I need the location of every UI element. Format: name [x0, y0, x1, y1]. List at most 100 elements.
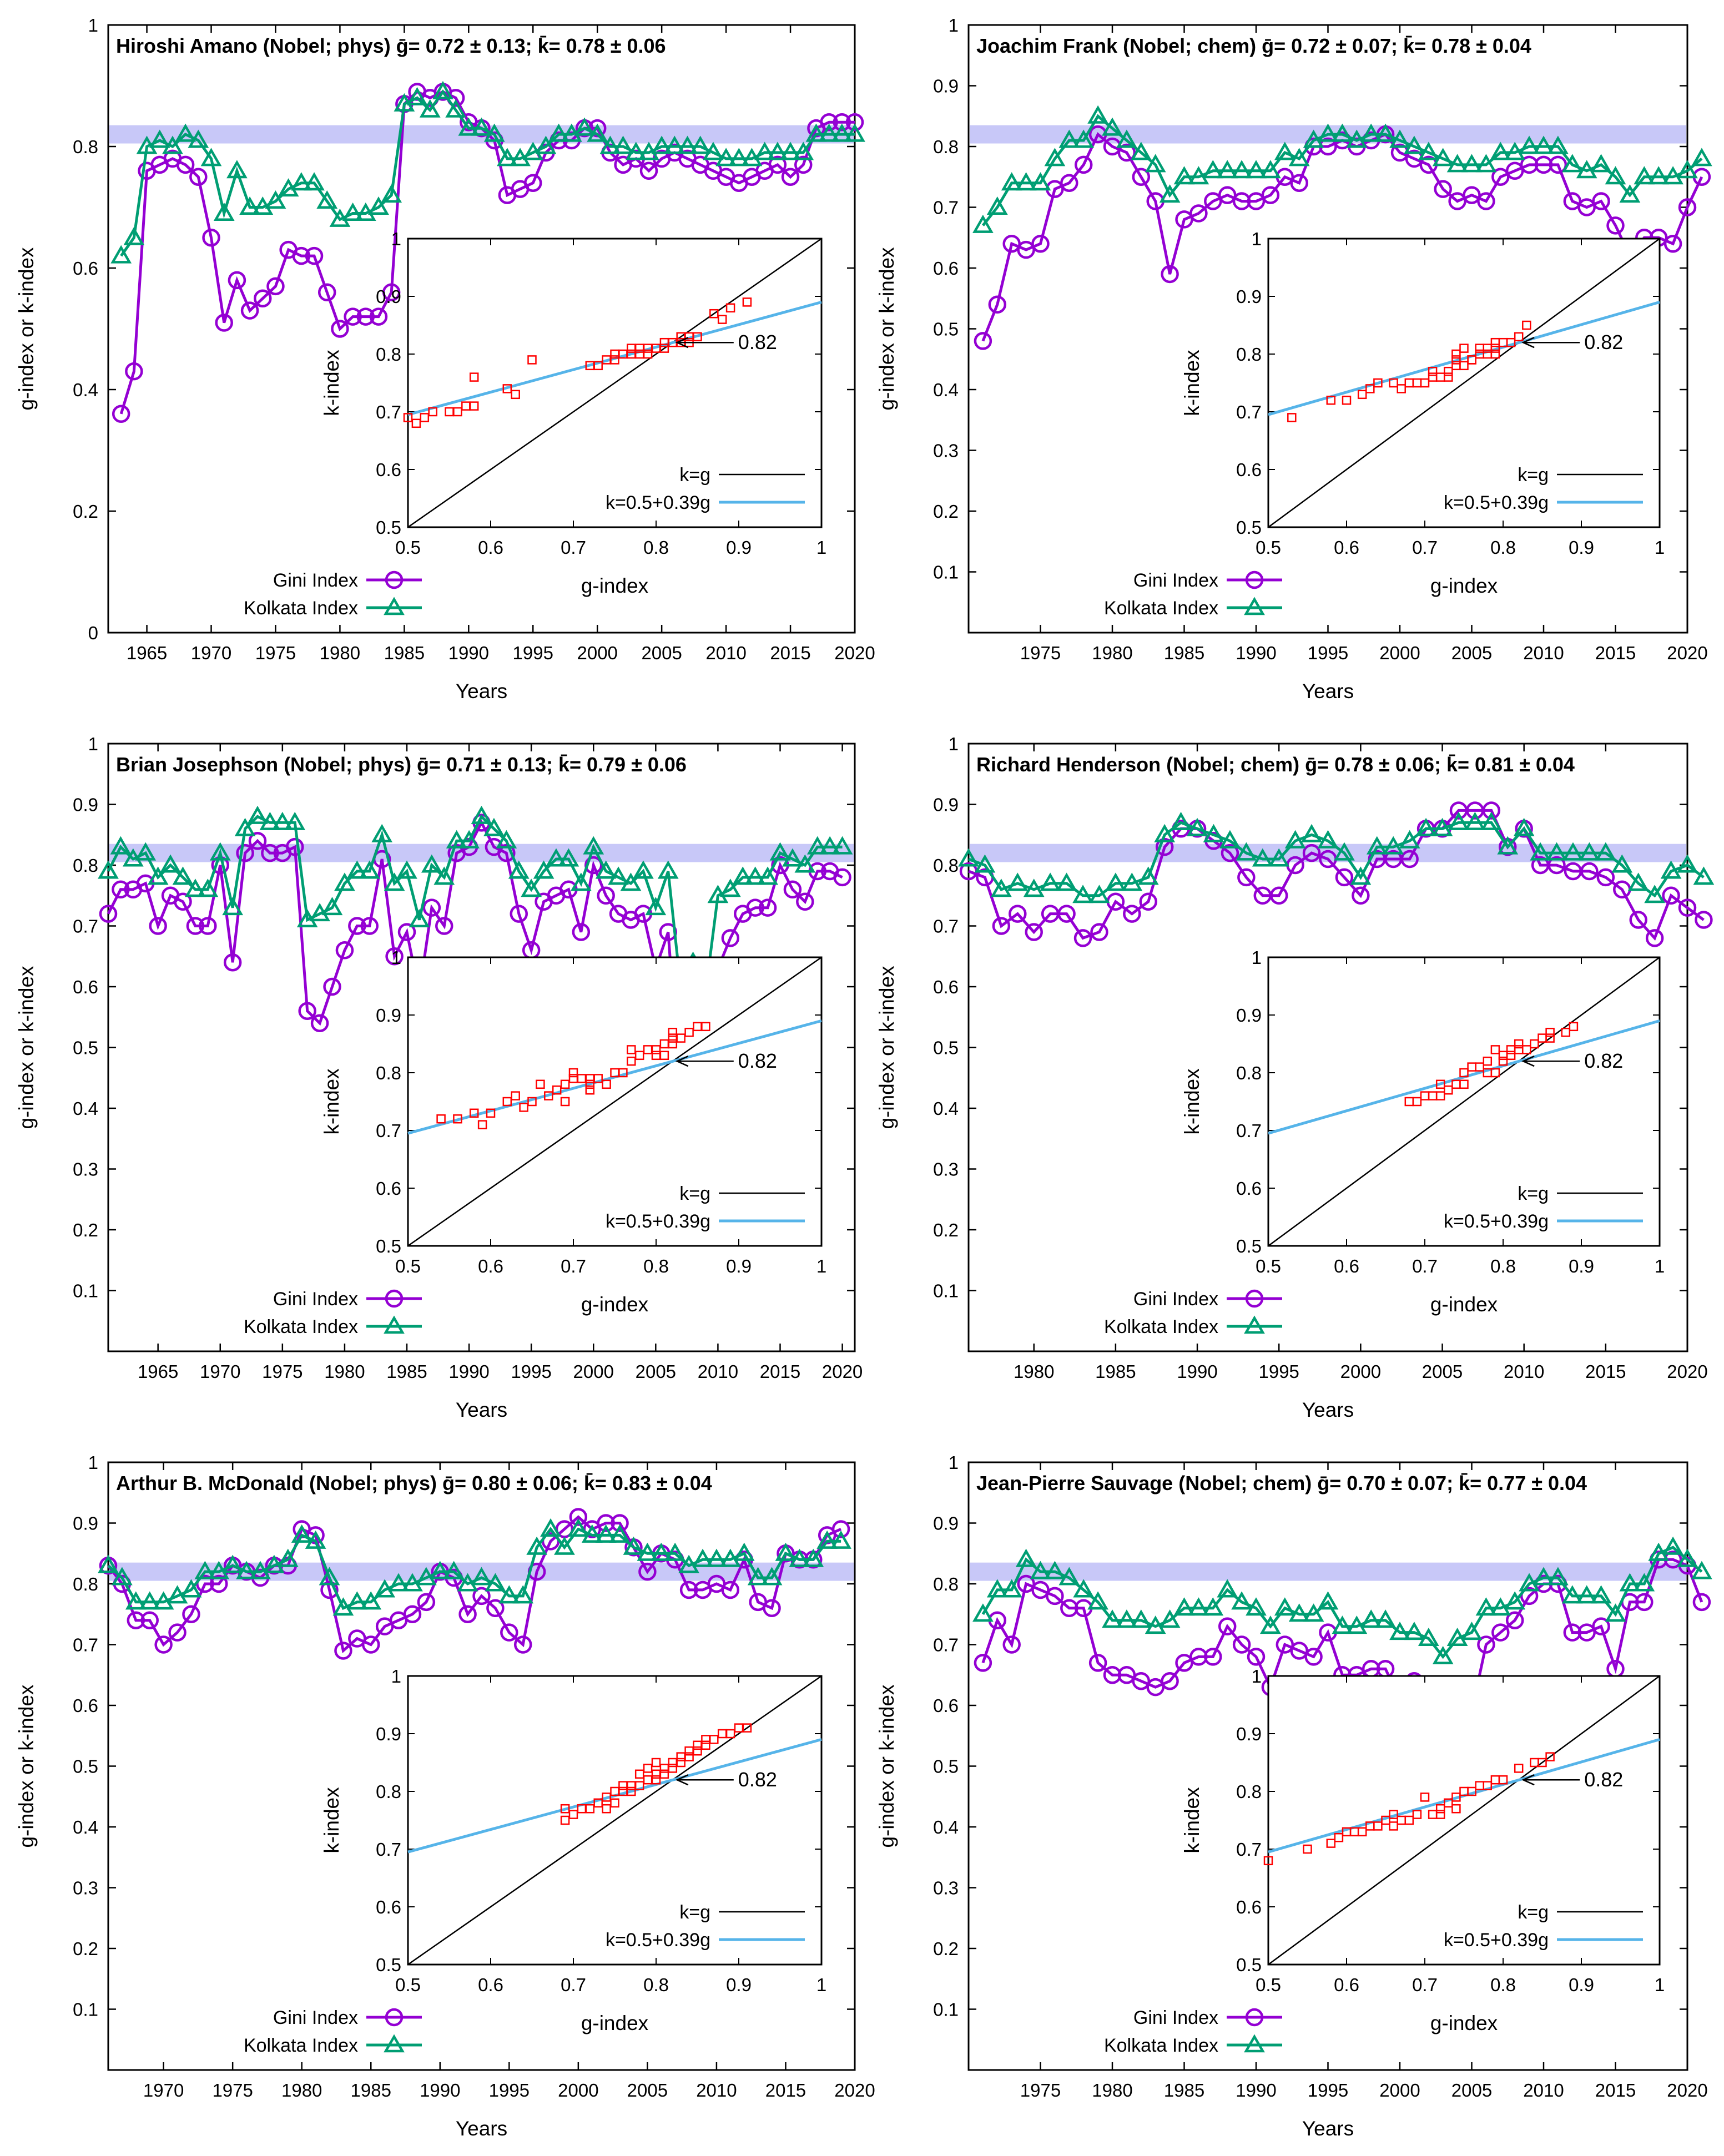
inset-scatter-point — [1412, 1097, 1422, 1107]
kolkata-marker — [1073, 1579, 1095, 1598]
kolkata-marker — [458, 830, 480, 849]
kolkata-marker — [1007, 872, 1029, 891]
gini-marker — [112, 880, 130, 899]
inset-scatter-point — [1538, 1033, 1547, 1043]
gini-marker — [1155, 837, 1174, 856]
gini-marker — [298, 1002, 316, 1021]
kolkata-marker — [1170, 811, 1192, 830]
inset-annotation-text: 0.82 — [738, 1049, 777, 1072]
inset-scatter-point — [725, 1729, 735, 1739]
inset-scatter-point — [1357, 390, 1367, 400]
inset-scatter-point — [676, 1033, 685, 1043]
kolkata-marker — [1662, 1536, 1683, 1555]
legend-gini-marker — [1245, 2008, 1264, 2027]
inset-x-axis-label: g-index — [1430, 2012, 1498, 2034]
kolkata-marker — [819, 836, 841, 855]
kolkata-marker — [554, 1536, 575, 1555]
y-tick-label: 0.3 — [73, 1878, 98, 1899]
kolkata-marker — [1284, 830, 1306, 849]
gini-marker — [1161, 265, 1179, 284]
kolkata-marker — [1693, 866, 1715, 885]
kolkata-marker — [806, 836, 828, 855]
y-tick-label: 0.9 — [933, 1513, 959, 1534]
kolkata-marker — [1366, 836, 1388, 855]
legend-kolkata-marker — [384, 597, 405, 615]
inset-x-tick-label: 0.6 — [1334, 1975, 1359, 1995]
x-tick-label: 2010 — [705, 643, 746, 663]
kolkata-marker — [794, 854, 816, 873]
y-tick-label: 0.5 — [73, 1756, 98, 1777]
inset-legend-fit-label: k=0.5+0.39g — [606, 1211, 710, 1232]
kolkata-marker — [608, 866, 629, 885]
gini-marker — [334, 1642, 352, 1660]
kolkata-marker — [305, 1530, 326, 1549]
kolkata-marker — [769, 842, 791, 861]
gini-line — [981, 1558, 1703, 1738]
kolkata-marker — [496, 830, 517, 849]
panel-1: 0 0.2 0.4 0.6 0.8 1 1965 1970 1975 1980 1985 1990 19… — [15, 15, 875, 703]
kolkata-marker — [1073, 129, 1095, 148]
inset-x-tick-label: 0.5 — [1256, 1256, 1281, 1276]
gini-marker — [1132, 168, 1151, 186]
gini-marker — [781, 168, 800, 186]
kolkata-marker — [497, 148, 518, 166]
x-tick-label: 1970 — [200, 1361, 240, 1382]
kolkata-marker — [789, 1548, 810, 1567]
kolkata-marker — [1660, 860, 1682, 879]
y-tick-label: 0.2 — [73, 1220, 98, 1240]
x-tick-label: 1995 — [489, 2080, 530, 2101]
gini-marker — [149, 917, 167, 935]
x-tick-label: 1995 — [513, 643, 553, 663]
inset-x-tick-label: 0.9 — [726, 537, 752, 558]
reference-band — [109, 844, 854, 862]
gini-marker — [1290, 174, 1308, 192]
gini-marker — [1057, 905, 1076, 923]
inset-scatter-point — [486, 1108, 496, 1118]
kolkata-marker — [1030, 1561, 1051, 1579]
x-axis-label: Years — [456, 2117, 507, 2140]
inset-scatter-point — [403, 413, 413, 422]
kolkata-marker — [1648, 166, 1670, 185]
kolkata-marker — [1154, 824, 1176, 842]
legend-kolkata-label: Kolkata Index — [1104, 2035, 1218, 2056]
y-tick-label: 1 — [88, 1452, 98, 1473]
kolkata-marker — [1217, 160, 1238, 179]
inset-legend-kg-label: k=g — [1518, 464, 1549, 486]
kolkata-marker — [1464, 811, 1486, 830]
x-tick-label: 2015 — [1595, 643, 1636, 663]
inset-x-tick-label: 0.5 — [395, 1975, 421, 1995]
kolkata-marker — [990, 878, 1012, 897]
kolkata-marker — [374, 1579, 396, 1598]
gini-marker — [1678, 898, 1697, 917]
kolkata-marker — [1317, 123, 1339, 142]
inset-scatter-point — [1451, 1804, 1461, 1814]
gini-marker — [202, 229, 220, 247]
x-tick-label: 2020 — [1667, 2080, 1707, 2101]
legend-gini-marker — [1245, 570, 1264, 589]
inset-scatter-point — [627, 1786, 636, 1796]
kolkata-marker — [587, 123, 608, 142]
x-tick-label: 2000 — [1340, 1361, 1381, 1382]
y-tick-label: 0.4 — [73, 1817, 98, 1837]
kolkata-marker — [595, 1524, 617, 1543]
inset-y-tick-label: 0.6 — [1236, 1178, 1262, 1199]
kolkata-marker — [1044, 148, 1066, 166]
inset-scatter-point — [1444, 1085, 1453, 1095]
y-axis-label: g-index or k-index — [15, 1684, 38, 1848]
inset-scatter-point — [420, 413, 430, 422]
kolkata-marker — [247, 805, 268, 824]
kolkata-marker — [1145, 154, 1166, 173]
gini-marker — [1302, 844, 1321, 862]
inset-scatter-point — [1389, 1821, 1398, 1831]
kolkata-marker — [1418, 142, 1439, 160]
gini-marker — [310, 1014, 329, 1032]
x-tick-label: 1980 — [324, 1361, 365, 1382]
kolkata-marker — [1375, 123, 1396, 142]
inset-scatter-point — [436, 1114, 446, 1124]
kolkata-marker — [1058, 129, 1080, 148]
gini-marker — [1204, 1648, 1222, 1666]
gini-marker — [597, 886, 615, 905]
x-tick-label: 1985 — [1095, 1361, 1136, 1382]
inset-scatter-point — [602, 1793, 611, 1802]
inset-scatter-point — [602, 1079, 611, 1089]
